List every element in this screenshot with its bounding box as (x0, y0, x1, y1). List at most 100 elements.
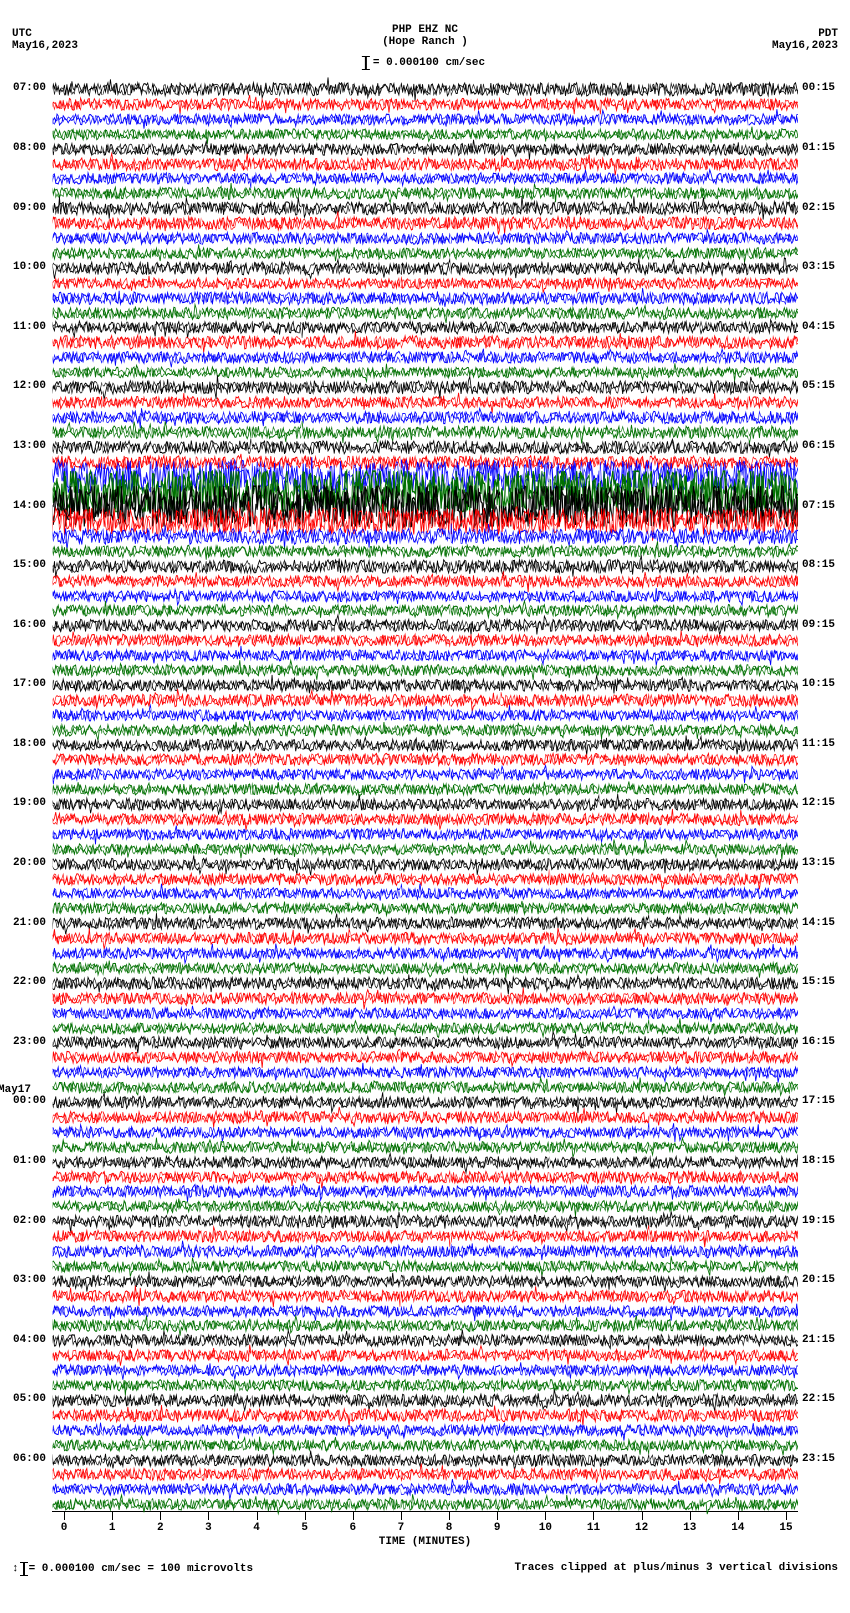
station-label: PHP EHZ NC (365, 24, 485, 36)
gridline (500, 82, 501, 1511)
scale-bar-icon (23, 1562, 25, 1576)
time-label-utc: 01:00 (0, 1156, 46, 1167)
time-label-utc: 06:00 (0, 1454, 46, 1465)
time-label-local: 18:15 (802, 1156, 850, 1167)
footer-right: Traces clipped at plus/minus 3 vertical … (515, 1562, 838, 1576)
x-tick (593, 1512, 594, 1520)
time-label-local: 23:15 (802, 1454, 850, 1465)
time-label-local: 17:15 (802, 1096, 850, 1107)
time-label-utc: 21:00 (0, 918, 46, 929)
time-label-local: 13:15 (802, 858, 850, 869)
time-label-local: 09:15 (802, 620, 850, 631)
x-tick-label: 6 (349, 1522, 356, 1534)
time-label-utc: 23:00 (0, 1037, 46, 1048)
gridline (748, 82, 749, 1511)
time-label-utc: 07:00 (0, 83, 46, 94)
seismogram-plot: 07:0000:1508:0001:1509:0002:1510:0003:15… (52, 82, 798, 1512)
time-label-local: 02:15 (802, 203, 850, 214)
gridline (301, 82, 302, 1511)
x-tick (112, 1512, 113, 1520)
time-label-utc: 17:00 (0, 679, 46, 690)
x-tick-label: 4 (253, 1522, 260, 1534)
x-tick-label: 9 (494, 1522, 501, 1534)
time-label-local: 06:15 (802, 441, 850, 452)
x-tick (545, 1512, 546, 1520)
gridline (151, 82, 152, 1511)
time-label-local: 03:15 (802, 262, 850, 273)
x-tick-label: 13 (683, 1522, 696, 1534)
tz-right-label: PDT (738, 28, 838, 40)
gridline (201, 82, 202, 1511)
footer: ↕ = 0.000100 cm/sec = 100 microvolts Tra… (0, 1552, 850, 1582)
x-tick-label: 15 (779, 1522, 792, 1534)
time-label-local: 10:15 (802, 679, 850, 690)
time-label-utc: 14:00 (0, 501, 46, 512)
gridline (52, 82, 53, 1511)
x-tick (642, 1512, 643, 1520)
x-tick (257, 1512, 258, 1520)
x-axis-title: TIME (MINUTES) (379, 1536, 471, 1548)
time-label-local: 04:15 (802, 322, 850, 333)
time-label-local: 16:15 (802, 1037, 850, 1048)
time-label-local: 00:15 (802, 83, 850, 94)
time-label-local: 01:15 (802, 143, 850, 154)
x-tick-label: 1 (109, 1522, 116, 1534)
time-label-utc: 09:00 (0, 203, 46, 214)
x-axis: TIME (MINUTES) 0123456789101112131415 (64, 1512, 786, 1552)
time-label-local: 05:15 (802, 381, 850, 392)
time-label-local: 08:15 (802, 560, 850, 571)
x-tick (690, 1512, 691, 1520)
x-tick-label: 2 (157, 1522, 164, 1534)
footer-scale-text: = 0.000100 cm/sec = 100 microvolts (29, 1563, 253, 1575)
gridline (251, 82, 252, 1511)
time-label-utc: 11:00 (0, 322, 46, 333)
time-label-utc: 10:00 (0, 262, 46, 273)
x-tick (449, 1512, 450, 1520)
x-tick (160, 1512, 161, 1520)
date-left-label: May16,2023 (12, 40, 112, 52)
x-tick (786, 1512, 787, 1520)
x-tick (208, 1512, 209, 1520)
gridline (798, 82, 799, 1511)
x-tick-label: 11 (587, 1522, 600, 1534)
plot-area: 07:0000:1508:0001:1509:0002:1510:0003:15… (12, 82, 838, 1552)
time-label-utc: 00:00 (0, 1096, 46, 1107)
time-label-utc: 19:00 (0, 798, 46, 809)
x-tick (305, 1512, 306, 1520)
tz-left-label: UTC (12, 28, 112, 40)
location-label: (Hope Ranch ) (365, 36, 485, 48)
time-label-local: 14:15 (802, 918, 850, 929)
time-label-utc: 05:00 (0, 1394, 46, 1405)
time-label-utc: 04:00 (0, 1335, 46, 1346)
time-label-local: 11:15 (802, 739, 850, 750)
gridline (549, 82, 550, 1511)
x-tick (497, 1512, 498, 1520)
time-label-utc: 22:00 (0, 977, 46, 988)
gridline (649, 82, 650, 1511)
x-tick-label: 14 (731, 1522, 744, 1534)
time-label-local: 21:15 (802, 1335, 850, 1346)
x-tick-label: 5 (301, 1522, 308, 1534)
time-label-utc: 15:00 (0, 560, 46, 571)
gridline (699, 82, 700, 1511)
time-label-utc: 02:00 (0, 1216, 46, 1227)
date-right-label: May16,2023 (738, 40, 838, 52)
time-label-utc: 03:00 (0, 1275, 46, 1286)
x-tick-label: 3 (205, 1522, 212, 1534)
x-tick-label: 7 (398, 1522, 405, 1534)
x-tick-label: 10 (539, 1522, 552, 1534)
x-tick-label: 8 (446, 1522, 453, 1534)
time-label-local: 22:15 (802, 1394, 850, 1405)
footer-prefix: ↕ (12, 1563, 19, 1575)
gridline (350, 82, 351, 1511)
x-tick (353, 1512, 354, 1520)
trace-row (52, 1497, 798, 1512)
x-tick-label: 0 (61, 1522, 68, 1534)
x-tick-label: 12 (635, 1522, 648, 1534)
time-label-local: 19:15 (802, 1216, 850, 1227)
time-label-utc: 16:00 (0, 620, 46, 631)
footer-left: ↕ = 0.000100 cm/sec = 100 microvolts (12, 1562, 253, 1576)
time-label-local: 07:15 (802, 501, 850, 512)
time-label-local: 12:15 (802, 798, 850, 809)
time-label-utc: 20:00 (0, 858, 46, 869)
